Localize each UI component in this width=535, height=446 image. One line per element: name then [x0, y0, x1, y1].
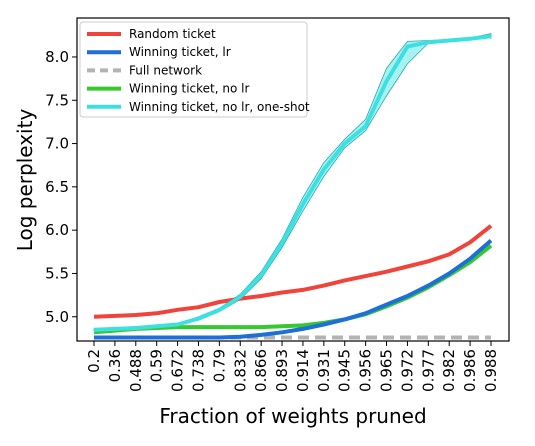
x-tick-label: 0.672	[169, 349, 187, 392]
x-tick-label: 0.832	[231, 349, 249, 392]
x-tick-label: 0.488	[127, 349, 145, 392]
legend: Random ticket Winning ticket, lr Full netw…	[79, 21, 310, 118]
legend-label-2: Full network	[129, 63, 202, 77]
x-tick-label: 0.914	[294, 349, 312, 392]
y-tick-label: 6.0	[45, 221, 69, 239]
x-tick-label: 0.36	[106, 349, 124, 382]
series-line-4	[93, 34, 492, 332]
legend-label-0: Random ticket	[129, 27, 216, 41]
legend-box	[79, 21, 308, 118]
y-tick-label: 6.5	[45, 178, 69, 196]
x-tick-label: 0.988	[482, 349, 500, 392]
y-axis-ticks: 5.0 5.5 6.0 6.5 7.0 7.5 8.0	[45, 48, 77, 326]
x-tick-label: 0.2	[85, 349, 103, 373]
x-tick-label: 0.931	[315, 349, 333, 392]
x-tick-label: 0.59	[148, 349, 166, 382]
x-tick-label: 0.977	[419, 349, 437, 392]
x-tick-label: 0.982	[440, 349, 458, 392]
legend-label-1: Winning ticket, lr	[129, 45, 231, 59]
y-tick-label: 7.0	[45, 135, 69, 153]
y-tick-label: 8.0	[45, 48, 69, 66]
series-line-0	[93, 224, 493, 319]
x-tick-label: 0.945	[336, 349, 354, 392]
x-axis-label: Fraction of weights pruned	[159, 404, 426, 428]
y-axis-label: Log perplexity	[13, 109, 37, 252]
x-tick-label: 0.956	[357, 349, 375, 392]
x-tick-label: 0.972	[398, 349, 416, 392]
y-tick-label: 7.5	[45, 91, 69, 109]
x-tick-label: 0.965	[378, 349, 396, 392]
y-tick-label: 5.0	[45, 308, 69, 326]
series-line-1	[94, 238, 493, 340]
x-tick-label: 0.79	[210, 349, 228, 382]
legend-label-4: Winning ticket, no lr, one-shot	[129, 100, 310, 114]
x-tick-label: 0.986	[461, 349, 479, 392]
x-tick-label: 0.893	[273, 349, 291, 392]
x-axis-ticks: 0.2 0.36 0.488 0.59 0.672 0.738 0.79 0.832 0.866…	[85, 341, 500, 392]
x-tick-label: 0.866	[252, 349, 270, 392]
series-lines	[93, 34, 493, 340]
y-tick-label: 5.5	[45, 264, 69, 282]
legend-label-3: Winning ticket, no lr	[129, 82, 249, 96]
x-tick-label: 0.738	[189, 349, 207, 392]
